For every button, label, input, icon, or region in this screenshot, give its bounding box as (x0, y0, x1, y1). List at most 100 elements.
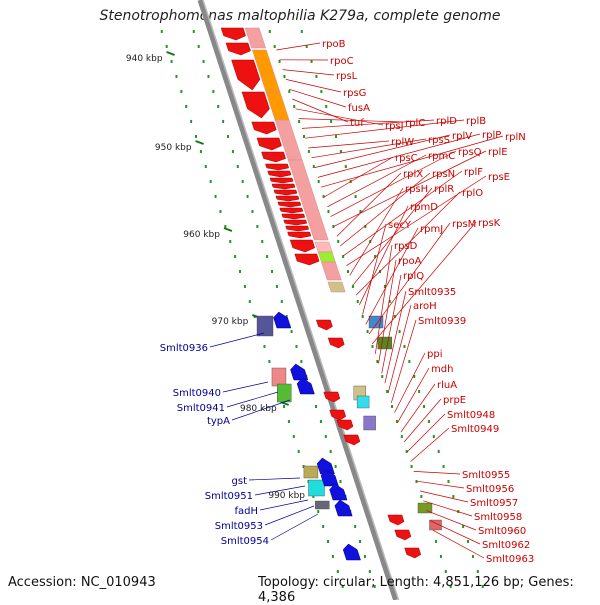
guide-dot (276, 285, 278, 288)
forward-gene-arrow (295, 254, 319, 265)
guide-dot (256, 225, 258, 228)
guide-dot (428, 420, 430, 423)
guide-dot (376, 360, 378, 363)
gene-label-aroH: aroH (413, 301, 437, 312)
guide-dot (320, 90, 322, 93)
lower-gene-features (257, 312, 442, 560)
tick-mark (196, 141, 204, 144)
forward-gene-arrow (221, 28, 246, 40)
guide-dot (263, 345, 265, 348)
guide-dot (345, 165, 347, 168)
guide-dot (440, 555, 442, 558)
left-gene-labels: Smlt0936Smlt0940Smlt0941typAgstSmlt0951f… (160, 333, 318, 547)
guide-dot (364, 555, 366, 558)
gene-label-Smlt0954: Smlt0954 (221, 536, 269, 547)
guide-dot (367, 330, 369, 333)
guide-dot (291, 330, 293, 333)
guide-dot (386, 390, 388, 393)
guide-dot (315, 75, 317, 78)
gene-label-rpsK: rpsK (478, 218, 501, 229)
guide-dot (354, 525, 356, 528)
guide-dot (274, 45, 276, 48)
gene-label-rpsC: rpsC (395, 153, 418, 164)
guide-dot (229, 240, 231, 243)
gene-label-rplE: rplE (488, 147, 508, 158)
guide-dot (293, 435, 295, 438)
gene-label-Smlt0955: Smlt0955 (462, 470, 510, 481)
forward-gene-arrow (324, 392, 340, 402)
guide-dot (283, 75, 285, 78)
gene-label-Smlt0957: Smlt0957 (470, 498, 518, 509)
guide-dot (403, 345, 405, 348)
forward-gene-arrow (262, 152, 286, 162)
tick-label: 990 kbp (268, 491, 305, 501)
gene-feature-block (321, 262, 341, 280)
guide-dot (308, 150, 310, 153)
guide-dot (327, 540, 329, 543)
guide-dot (171, 60, 173, 63)
guide-dot (347, 270, 349, 273)
forward-gene-arrow (242, 92, 270, 118)
label-leader (271, 514, 318, 540)
gene-box (364, 416, 376, 430)
guide-dot (222, 120, 224, 123)
guide-dot (232, 150, 234, 153)
tick-mark (167, 52, 175, 55)
guide-dot (298, 120, 300, 123)
guide-dot (261, 240, 263, 243)
tick-label: 970 kbp (212, 317, 249, 327)
gene-box (357, 396, 369, 408)
forward-gene-arrow (278, 202, 301, 207)
guide-dot (330, 450, 332, 453)
gene-label-rpsD: rpsD (394, 241, 418, 252)
guide-dot (438, 450, 440, 453)
forward-gene-arrow (276, 196, 299, 201)
forward-gene-arrow (395, 530, 411, 540)
gene-label-rplD: rplD (436, 116, 457, 127)
gene-label-Smlt0960: Smlt0960 (478, 526, 526, 537)
gene-label-Smlt0956: Smlt0956 (466, 484, 514, 495)
gene-box (315, 501, 329, 509)
gene-label-Smlt0949: Smlt0949 (451, 424, 499, 435)
label-leader (260, 500, 308, 510)
gene-label-rplF: rplF (464, 167, 483, 178)
guide-dot (337, 570, 339, 573)
guide-dot (467, 540, 469, 543)
guide-dot (198, 45, 200, 48)
gene-label-rpsH: rpsH (405, 184, 428, 195)
gene-box (308, 480, 324, 496)
guide-dot (227, 135, 229, 138)
guide-dot (215, 195, 217, 198)
guide-dot (185, 105, 187, 108)
guide-dot (301, 30, 303, 33)
gene-label-rplN: rplN (505, 132, 526, 143)
gene-label-Smlt0958: Smlt0958 (474, 512, 522, 523)
guide-dot (251, 210, 253, 213)
guide-dot (472, 555, 474, 558)
gene-label-rplC: rplC (405, 118, 425, 129)
forward-gene-arrow (280, 208, 303, 213)
gene-label-prpE: prpE (443, 395, 466, 406)
forward-gene-arrow (288, 232, 311, 238)
forward-gene-arrow (272, 184, 295, 189)
label-leader (283, 70, 334, 75)
guide-dot (332, 555, 334, 558)
guide-dot (408, 360, 410, 363)
forward-gene-arrow (274, 190, 297, 195)
gene-box (418, 503, 432, 513)
guide-dot (371, 345, 373, 348)
gene-label-rpoB: rpoB (322, 39, 346, 50)
guide-dot (381, 375, 383, 378)
gene-feature-band (245, 28, 345, 292)
reverse-gene-arrow (297, 378, 314, 394)
gene-label-rplX: rplX (403, 169, 423, 180)
guide-dot (420, 495, 422, 498)
guide-dot (268, 360, 270, 363)
guide-dot (313, 165, 315, 168)
guide-dot (303, 135, 305, 138)
forward-gene-arrow (282, 214, 305, 219)
label-leader (223, 382, 268, 392)
guide-dot (396, 420, 398, 423)
guide-dot (180, 90, 182, 93)
